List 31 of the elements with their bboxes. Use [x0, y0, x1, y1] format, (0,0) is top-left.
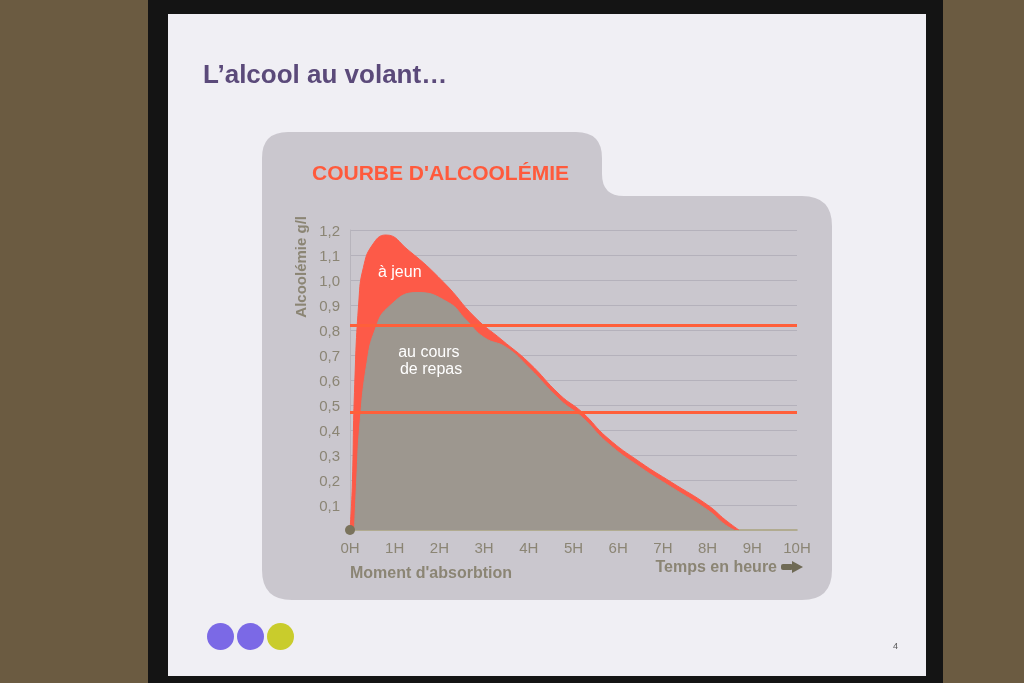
y-axis-title: Alcoolémie g/l: [292, 216, 309, 318]
series-label: au cours de repas: [398, 342, 464, 377]
series-label: à jeun: [377, 263, 422, 280]
x-tick-label: 9H: [742, 539, 762, 556]
x-tick-label: 0H: [340, 539, 360, 556]
y-tick-label: 0,2: [319, 471, 340, 489]
y-tick-label: 1,0: [319, 271, 340, 289]
x-tick-label: 2H: [429, 539, 449, 556]
x-tick-label: 4H: [519, 539, 539, 556]
chart-subtitle: COURBE D'ALCOOLÉMIE: [312, 161, 569, 184]
y-tick-label: 0,5: [319, 396, 340, 414]
y-tick-label: 0,9: [319, 296, 340, 314]
text: 4: [893, 641, 899, 651]
x-tick-label: 5H: [563, 539, 584, 556]
annotation: Moment d'absorbtion: [350, 563, 513, 581]
y-tick-label: 0,8: [319, 321, 340, 339]
y-tick-label: 1,1: [319, 246, 340, 264]
y-tick-label: 0,1: [319, 496, 340, 514]
x-tick-label: 7H: [653, 539, 673, 556]
x-tick-label: 8H: [698, 539, 718, 556]
y-tick-label: 0,7: [319, 346, 340, 364]
y-tick-label: 0,3: [319, 446, 340, 464]
x-tick-label: 1H: [385, 539, 405, 556]
x-tick-label: 10H: [783, 539, 811, 556]
x-tick-label: 3H: [474, 539, 494, 556]
x-axis-title: Temps en heure: [655, 557, 778, 575]
chart-title: L’alcool au volant…: [203, 59, 448, 89]
y-tick-label: 1,2: [319, 221, 340, 239]
x-tick-label: 6H: [608, 539, 628, 556]
y-tick-label: 0,4: [319, 421, 340, 439]
y-tick-label: 0,6: [319, 371, 340, 389]
